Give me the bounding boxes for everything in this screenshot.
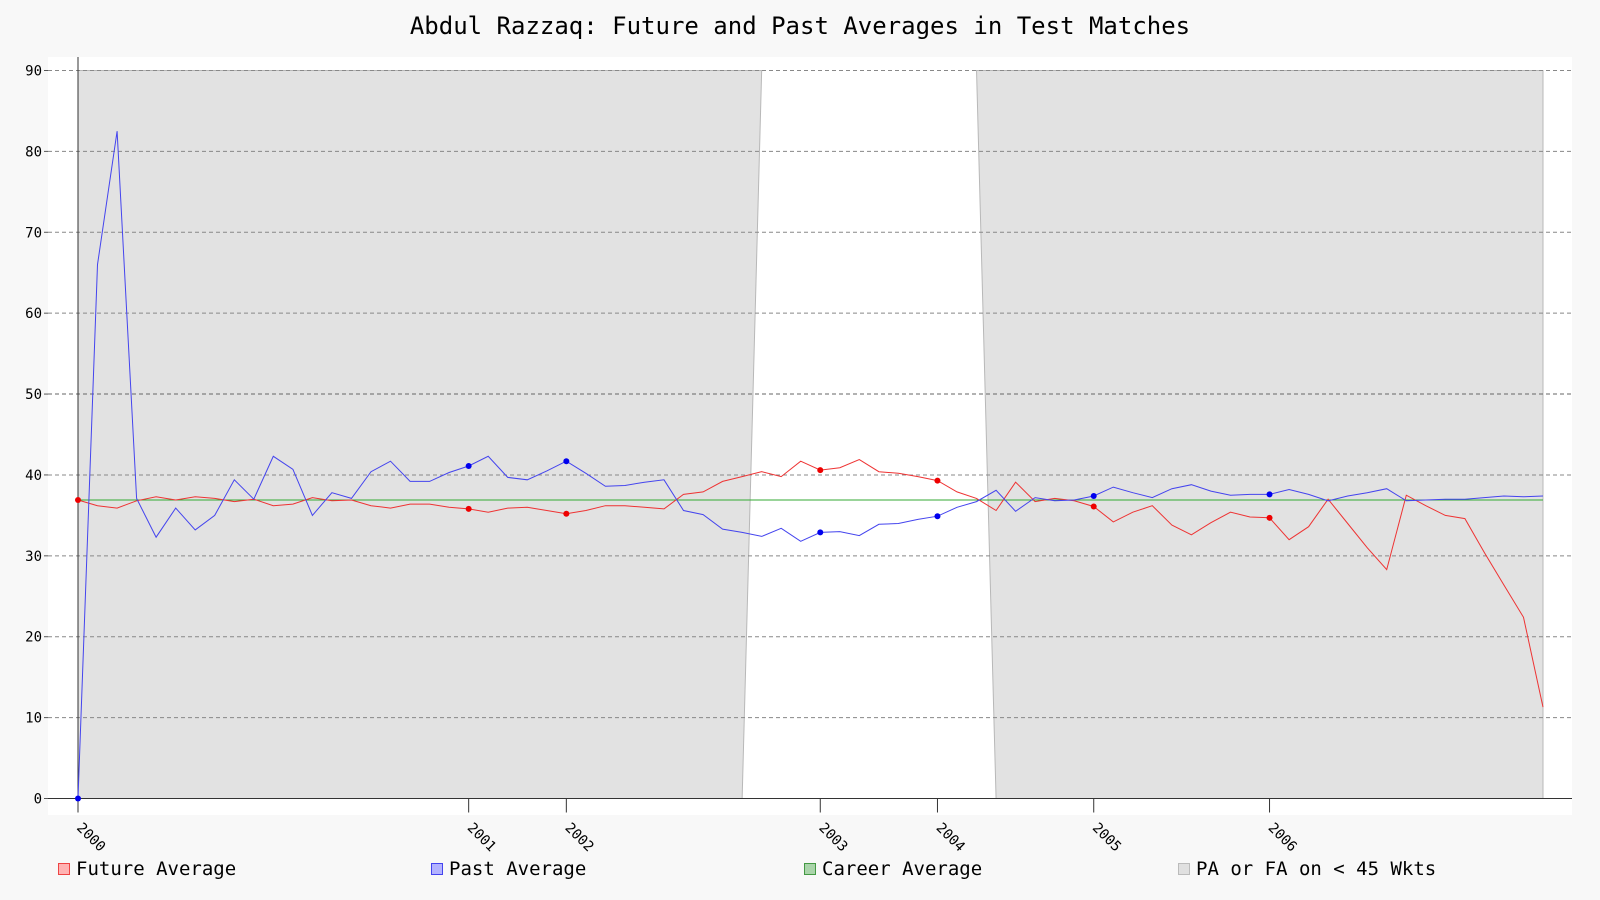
series-future-average-point-25: [563, 510, 570, 517]
legend-item-career-average[interactable]: Career Average: [804, 858, 982, 880]
series-future-average-point-38: [817, 467, 824, 474]
series-past-average-point-61: [1266, 491, 1273, 498]
legend-label-low-wickets-region: PA or FA on < 45 Wkts: [1196, 858, 1437, 880]
y-tick-label-30: 30: [25, 549, 42, 565]
x-tick-label-2000: 2000: [73, 820, 108, 855]
x-tick-label-2002: 2002: [562, 820, 597, 855]
y-tick-label-20: 20: [25, 630, 42, 646]
x-tick-label-2003: 2003: [815, 820, 850, 855]
legend-item-future-average[interactable]: Future Average: [58, 858, 236, 880]
legend-item-past-average[interactable]: Past Average: [431, 858, 586, 880]
series-future-average-point-44: [934, 477, 941, 484]
y-tick-label-50: 50: [25, 387, 42, 403]
legend-swatch-past-average: [431, 863, 443, 875]
series-past-average-point-38: [817, 529, 824, 536]
series-future-average-point-20: [465, 505, 472, 512]
series-past-average-point-0: [75, 795, 81, 802]
y-tick-label-80: 80: [25, 144, 42, 160]
legend-swatch-career-average: [804, 863, 816, 875]
x-tick-label-2001: 2001: [464, 820, 499, 855]
y-tick-label-10: 10: [25, 711, 42, 727]
legend-label-future-average: Future Average: [76, 858, 237, 880]
legend-swatch-future-average: [58, 863, 70, 875]
y-tick-label-40: 40: [25, 468, 42, 484]
series-future-average-point-0: [75, 497, 81, 504]
legend-item-low-wickets-region[interactable]: PA or FA on < 45 Wkts: [1178, 858, 1436, 880]
series-future-average-line: [77, 459, 1544, 708]
x-tick-label-2006: 2006: [1265, 820, 1300, 855]
series-future-average-point-61: [1266, 514, 1273, 521]
y-tick-label-60: 60: [25, 306, 42, 322]
series-past-average-point-52: [1090, 492, 1097, 499]
series-future-average-point-52: [1090, 503, 1097, 510]
x-tick-label-2005: 2005: [1089, 820, 1124, 855]
series-past-average-line: [77, 131, 1544, 799]
shaded-region-2: [976, 70, 1544, 799]
legend-label-past-average: Past Average: [449, 858, 587, 880]
legend: Future Average Past Average Career Avera…: [0, 858, 1600, 888]
series-past-average-point-25: [563, 458, 570, 465]
series-past-average-point-44: [934, 513, 941, 520]
y-tick-label-0: 0: [34, 792, 42, 808]
x-tick-label-2004: 2004: [933, 820, 968, 855]
legend-label-career-average: Career Average: [822, 858, 983, 880]
shaded-region-1: [77, 70, 763, 799]
series-past-average-point-20: [465, 463, 472, 470]
y-tick-label-70: 70: [25, 225, 42, 241]
chart-title: Abdul Razzaq: Future and Past Averages i…: [409, 12, 1191, 40]
legend-swatch-low-wickets-region: [1178, 863, 1190, 875]
y-tick-label-90: 90: [25, 64, 42, 80]
